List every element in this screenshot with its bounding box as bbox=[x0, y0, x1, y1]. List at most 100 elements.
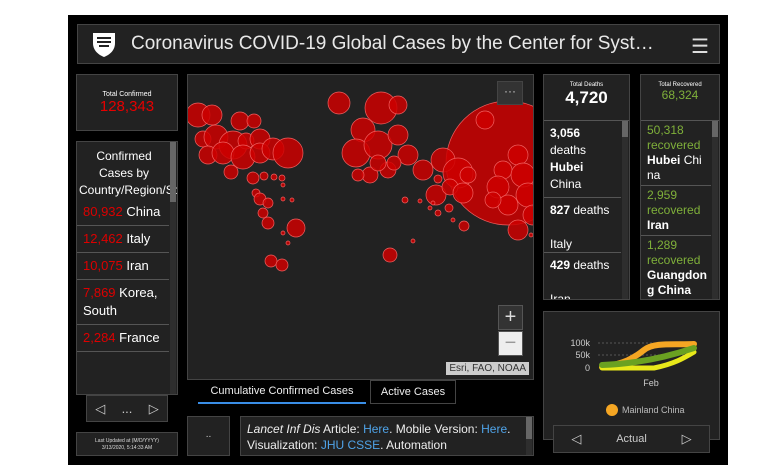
case-bubble[interactable] bbox=[286, 218, 306, 238]
next-arrow-icon[interactable]: ▷ bbox=[681, 431, 692, 446]
scrollbar[interactable] bbox=[170, 142, 176, 394]
more-button[interactable]: .. bbox=[187, 416, 230, 456]
death-count: 429 bbox=[550, 258, 571, 272]
case-bubble[interactable] bbox=[425, 184, 447, 206]
list-item[interactable]: 2,284 France bbox=[77, 325, 169, 352]
cases-line-chart: 100k 50k 0 Feb Mainland China bbox=[570, 338, 697, 416]
case-bubble[interactable] bbox=[230, 111, 250, 131]
case-bubble[interactable] bbox=[262, 197, 274, 209]
case-bubble[interactable] bbox=[382, 247, 398, 263]
country: Iran bbox=[550, 292, 571, 300]
list-item[interactable]: 429 deaths Iran bbox=[544, 253, 621, 300]
list-item[interactable]: 1,289 recovered Guangdong China bbox=[641, 236, 711, 299]
case-bubble[interactable] bbox=[351, 168, 365, 182]
mobile-version-link[interactable]: Here bbox=[481, 422, 508, 436]
list-item[interactable]: 10,075 Iran bbox=[77, 253, 169, 280]
country-name: Korea, South bbox=[83, 285, 158, 318]
case-bubble[interactable] bbox=[280, 182, 286, 188]
case-bubble[interactable] bbox=[280, 196, 286, 202]
case-bubble[interactable] bbox=[458, 220, 470, 232]
case-bubble[interactable] bbox=[528, 232, 533, 238]
article-link[interactable]: Here bbox=[363, 422, 390, 436]
list-item[interactable]: 3,056 deaths Hubei China bbox=[544, 121, 621, 198]
case-bubble[interactable] bbox=[257, 207, 269, 219]
unit: deaths bbox=[550, 143, 587, 157]
case-bubble[interactable] bbox=[427, 205, 433, 211]
case-bubble[interactable] bbox=[522, 204, 534, 226]
case-bubble[interactable] bbox=[280, 230, 286, 236]
case-bubble[interactable] bbox=[270, 173, 278, 181]
total-confirmed-panel: Total Confirmed 128,343 bbox=[76, 74, 178, 131]
case-bubble[interactable] bbox=[434, 209, 442, 217]
prev-arrow-icon[interactable]: ◁ bbox=[571, 431, 582, 446]
tab-active-cases[interactable]: Active Cases bbox=[370, 380, 456, 404]
zoom-in-button[interactable]: + bbox=[498, 305, 523, 330]
case-bubble[interactable] bbox=[412, 159, 434, 181]
case-bubble[interactable] bbox=[484, 191, 502, 209]
case-bubble[interactable] bbox=[430, 200, 436, 206]
tab-cumulative-confirmed[interactable]: Cumulative Confirmed Cases bbox=[198, 380, 366, 404]
case-bubble[interactable] bbox=[275, 258, 289, 272]
case-bubble[interactable] bbox=[211, 141, 235, 165]
case-bubble[interactable] bbox=[444, 203, 454, 213]
case-bubble[interactable] bbox=[272, 137, 304, 169]
case-bubble[interactable] bbox=[369, 154, 387, 172]
map-view[interactable]: ··· + − Esri, FAO, NOAA bbox=[187, 74, 534, 380]
case-bubble[interactable] bbox=[278, 174, 286, 182]
scrollbar[interactable] bbox=[526, 417, 532, 455]
case-bubble[interactable] bbox=[201, 104, 223, 126]
map-attribution: Esri, FAO, NOAA bbox=[446, 362, 529, 375]
case-bubble[interactable] bbox=[452, 182, 474, 204]
case-bubble[interactable] bbox=[386, 155, 402, 171]
more-options-button[interactable]: ··· bbox=[497, 81, 523, 105]
case-count: 80,932 bbox=[83, 204, 123, 219]
case-bubble[interactable] bbox=[387, 124, 409, 146]
country-list-title: Confirmed Cases by Country/Region/Sovere… bbox=[79, 149, 177, 197]
case-bubble[interactable] bbox=[246, 171, 260, 185]
case-bubble[interactable] bbox=[285, 240, 291, 246]
case-bubble[interactable] bbox=[388, 95, 408, 115]
case-bubble[interactable] bbox=[459, 166, 477, 184]
case-bubbles bbox=[188, 91, 534, 272]
case-bubble[interactable] bbox=[327, 91, 351, 115]
y-tick: 50k bbox=[575, 350, 590, 360]
case-bubble[interactable] bbox=[475, 110, 495, 130]
prev-arrow-icon[interactable]: ◁ bbox=[95, 400, 106, 416]
list-item[interactable]: 50,318 recovered Hubei China bbox=[641, 121, 711, 186]
zoom-out-button[interactable]: − bbox=[498, 331, 523, 356]
case-bubble[interactable] bbox=[417, 198, 423, 204]
case-bubble[interactable] bbox=[223, 164, 239, 180]
scrollbar[interactable] bbox=[712, 121, 718, 299]
case-bubble[interactable] bbox=[289, 197, 295, 203]
place: Guangdong bbox=[647, 268, 707, 297]
country: Italy bbox=[550, 237, 573, 251]
case-bubble[interactable] bbox=[450, 217, 456, 223]
next-arrow-icon[interactable]: ▷ bbox=[148, 400, 159, 416]
case-bubble[interactable] bbox=[507, 219, 529, 241]
case-bubble[interactable] bbox=[433, 174, 443, 184]
case-bubble[interactable] bbox=[261, 216, 275, 230]
list-item[interactable]: 12,462 Italy bbox=[77, 226, 169, 253]
info-text: . Automation bbox=[380, 438, 447, 452]
case-bubble[interactable] bbox=[507, 144, 529, 166]
list-item[interactable]: 2,959 recovered Iran bbox=[641, 186, 711, 236]
case-bubble[interactable] bbox=[397, 144, 419, 166]
info-text: Article: bbox=[320, 422, 364, 436]
recovered-count: 2,959 bbox=[647, 188, 678, 202]
hamburger-icon[interactable]: ☰ bbox=[691, 36, 709, 58]
case-bubble[interactable] bbox=[410, 238, 416, 244]
case-bubble[interactable] bbox=[264, 254, 278, 268]
list-item[interactable]: 80,932 China bbox=[77, 199, 169, 226]
jhu-csse-link[interactable]: JHU CSSE bbox=[320, 438, 381, 452]
death-count: 827 bbox=[550, 203, 571, 217]
case-bubble[interactable] bbox=[259, 171, 269, 181]
scrollbar[interactable] bbox=[622, 121, 628, 299]
case-bubble[interactable] bbox=[246, 113, 262, 129]
case-bubble[interactable] bbox=[401, 196, 409, 204]
dashboard: Coronavirus COVID-19 Global Cases by the… bbox=[68, 15, 728, 465]
list-item[interactable]: 827 deaths Italy bbox=[544, 198, 621, 253]
list-item[interactable]: 7,869 Korea, South bbox=[77, 280, 169, 325]
legend-label[interactable]: Mainland China bbox=[622, 405, 685, 415]
x-tick: Feb bbox=[643, 378, 659, 388]
country: China bbox=[550, 177, 582, 191]
